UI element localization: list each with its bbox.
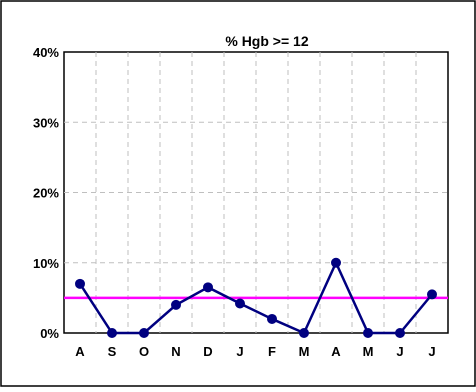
data-point-10 xyxy=(395,328,405,338)
x-tick-label-10: J xyxy=(396,344,403,359)
data-point-0 xyxy=(75,278,85,289)
x-tick-label-5: J xyxy=(236,344,243,359)
data-point-5 xyxy=(235,298,245,309)
data-point-1 xyxy=(107,328,117,338)
x-tick-label-2: O xyxy=(139,344,149,359)
y-tick-label-2: 20% xyxy=(33,186,59,201)
y-tick-label-3: 30% xyxy=(33,115,59,130)
data-point-9 xyxy=(363,328,373,338)
x-tick-label-1: S xyxy=(108,344,117,359)
series-line xyxy=(78,259,433,335)
x-tick-label-3: N xyxy=(171,344,180,359)
x-tick-label-8: A xyxy=(331,344,341,359)
x-tick-label-4: D xyxy=(203,344,212,359)
data-point-4 xyxy=(203,282,213,293)
x-tick-label-7: M xyxy=(299,344,310,359)
data-point-3 xyxy=(171,299,181,310)
y-tick-label-1: 10% xyxy=(33,256,59,271)
y-tick-label-0: 0% xyxy=(40,326,59,341)
data-point-8 xyxy=(331,257,341,268)
x-tick-label-11: J xyxy=(428,344,435,359)
x-tick-label-9: M xyxy=(363,344,374,359)
data-point-6 xyxy=(267,313,277,324)
y-tick-labels: 0% 10% 20% 30% 40% xyxy=(33,45,59,341)
chart-title: % Hgb >= 12 xyxy=(225,33,308,49)
data-point-7 xyxy=(299,328,309,338)
data-point-11 xyxy=(427,289,437,300)
grid xyxy=(64,52,448,333)
data-points xyxy=(75,257,437,338)
x-tick-label-6: F xyxy=(268,344,276,359)
y-tick-label-4: 40% xyxy=(33,45,59,60)
x-tick-label-0: A xyxy=(75,344,85,359)
data-point-2 xyxy=(139,328,149,338)
